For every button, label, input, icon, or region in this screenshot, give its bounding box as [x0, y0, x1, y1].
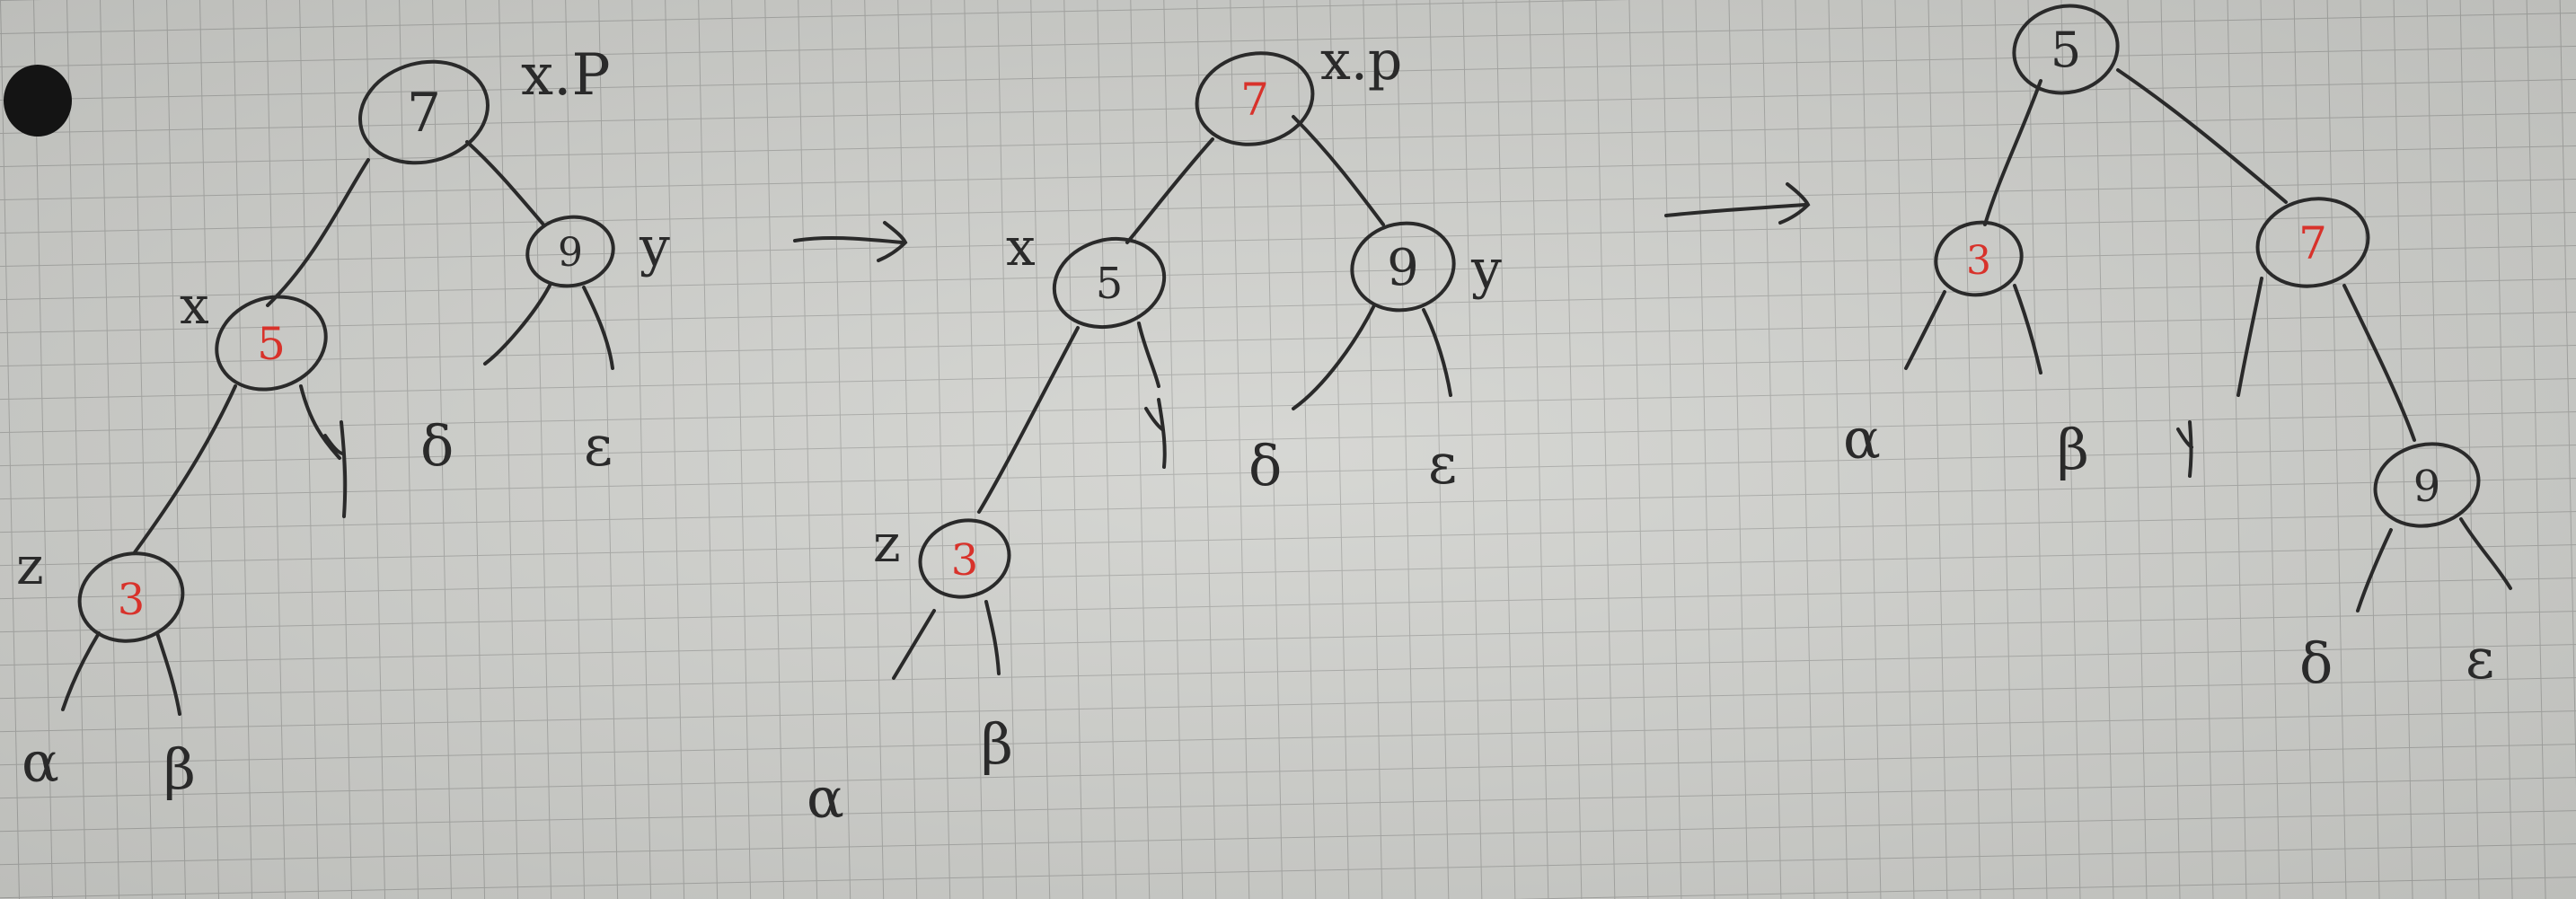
edge-9-to-epsilon	[2459, 517, 2512, 590]
edge-5-to-3	[1983, 79, 2042, 226]
tree1-key-7: 7	[407, 82, 441, 145]
tree2-label-z: z	[873, 513, 901, 574]
tree1-key-3: 3	[118, 575, 146, 625]
tree2-key-3: 3	[951, 535, 979, 586]
tree2-leaf-alpha: α	[807, 765, 844, 831]
edge-5-to-3	[133, 384, 237, 554]
edge-5-to-gamma	[1137, 322, 1160, 388]
arrow-1: →	[793, 221, 908, 262]
tree2-node-3	[918, 518, 1011, 599]
tree2-key-9: 9	[1387, 239, 1419, 297]
edge-3-to-beta	[155, 631, 181, 716]
tree2-node-7	[1195, 51, 1315, 146]
punch-hole	[4, 65, 72, 137]
tree3-key-5: 5	[2051, 22, 2081, 78]
tree2-leaf-beta: β	[981, 711, 1013, 777]
tree3-leaf-epsilon: ε	[2466, 626, 2494, 692]
tree2-node-9	[1350, 221, 1456, 313]
tree1-node-3	[77, 551, 185, 643]
tree-3-labels: 5 3 7 9 α β γ δ ε	[1843, 22, 2494, 696]
edge-9-to-delta	[483, 284, 551, 366]
tree3-node-7	[2255, 197, 2370, 288]
gamma-hooks	[323, 407, 2193, 455]
tree2-key-7: 7	[1240, 74, 1269, 126]
gamma-stroke	[340, 420, 348, 518]
tree2-label-xp: x.p	[1320, 30, 1402, 93]
edge-9-to-epsilon	[1422, 308, 1452, 397]
tree3-node-5	[2012, 4, 2120, 95]
tree1-label-z: z	[16, 535, 44, 596]
tree3-key-9: 9	[2413, 462, 2441, 512]
tree1-node-5	[215, 295, 328, 392]
tree1-node-7	[358, 59, 490, 165]
tree3-leaf-beta: β	[2057, 417, 2089, 482]
edge-3-to-alpha	[61, 631, 101, 711]
edge-7-to-9	[465, 140, 545, 226]
edge-5-to-7	[2116, 68, 2288, 204]
edge-7-to-gamma	[2236, 277, 2263, 397]
tree1-node-9	[525, 215, 615, 288]
edge-5-to-3	[977, 326, 1080, 514]
tree2-node-5	[1052, 236, 1167, 330]
edge-3-to-alpha	[892, 609, 936, 680]
tree1-leaf-alpha: α	[22, 729, 59, 795]
tree2-key-5: 5	[1096, 259, 1124, 309]
edge-5-to-gamma	[299, 384, 341, 460]
tree3-leaf-delta: δ	[2299, 630, 2333, 696]
tree3-node-3	[1934, 220, 2024, 297]
edge-7-to-5	[266, 158, 370, 307]
tree3-key-7: 7	[2298, 217, 2327, 269]
tree3-leaf-alpha: α	[1843, 406, 1881, 472]
tree2-label-x: x	[1006, 216, 1036, 278]
tree1-label-xP: x.P	[521, 42, 611, 109]
edge-9-to-delta	[1292, 304, 1376, 410]
tree1-label-x: x	[180, 275, 209, 336]
tree1-key-5: 5	[257, 318, 286, 370]
edge-3-to-beta	[2013, 284, 2042, 375]
tree-3-after-rotation	[1904, 4, 2512, 613]
tree-1-labels: 7 9 5 3 x.P y x z δ ε γ α β	[16, 42, 670, 802]
tree1-label-y: y	[639, 216, 670, 278]
tree3-node-9	[2373, 442, 2481, 528]
tree1-leaf-epsilon: ε	[584, 413, 613, 479]
tree1-key-9: 9	[558, 230, 583, 276]
edge-7-to-5	[1125, 137, 1214, 244]
edge-7-to-9	[1292, 115, 1385, 226]
tree1-leaf-gamma: γ	[323, 436, 355, 498]
edge-3-to-alpha	[1904, 290, 1946, 370]
tree3-key-3: 3	[1966, 238, 1991, 284]
edge-7-to-9	[2342, 284, 2416, 442]
gamma-stroke	[2188, 420, 2193, 478]
tree2-leaf-epsilon: ε	[1428, 431, 1457, 497]
tree1-leaf-delta: δ	[420, 413, 454, 479]
edge-9-to-delta	[2356, 528, 2393, 613]
tree-2-labels: 7 5 9 3 x.p x y z γ δ ε β α	[807, 30, 1502, 831]
edge-3-to-beta	[984, 600, 1001, 675]
tree-2-after-recolor	[892, 51, 1456, 680]
edge-9-to-epsilon	[582, 286, 614, 370]
tree1-leaf-beta: β	[163, 736, 196, 802]
gamma-stroke	[1157, 398, 1167, 469]
tree-1-before-rotation	[61, 59, 615, 716]
tree2-label-y: y	[1470, 238, 1502, 301]
tree2-leaf-delta: δ	[1248, 433, 1282, 498]
arrow-2: →	[1664, 182, 1811, 225]
